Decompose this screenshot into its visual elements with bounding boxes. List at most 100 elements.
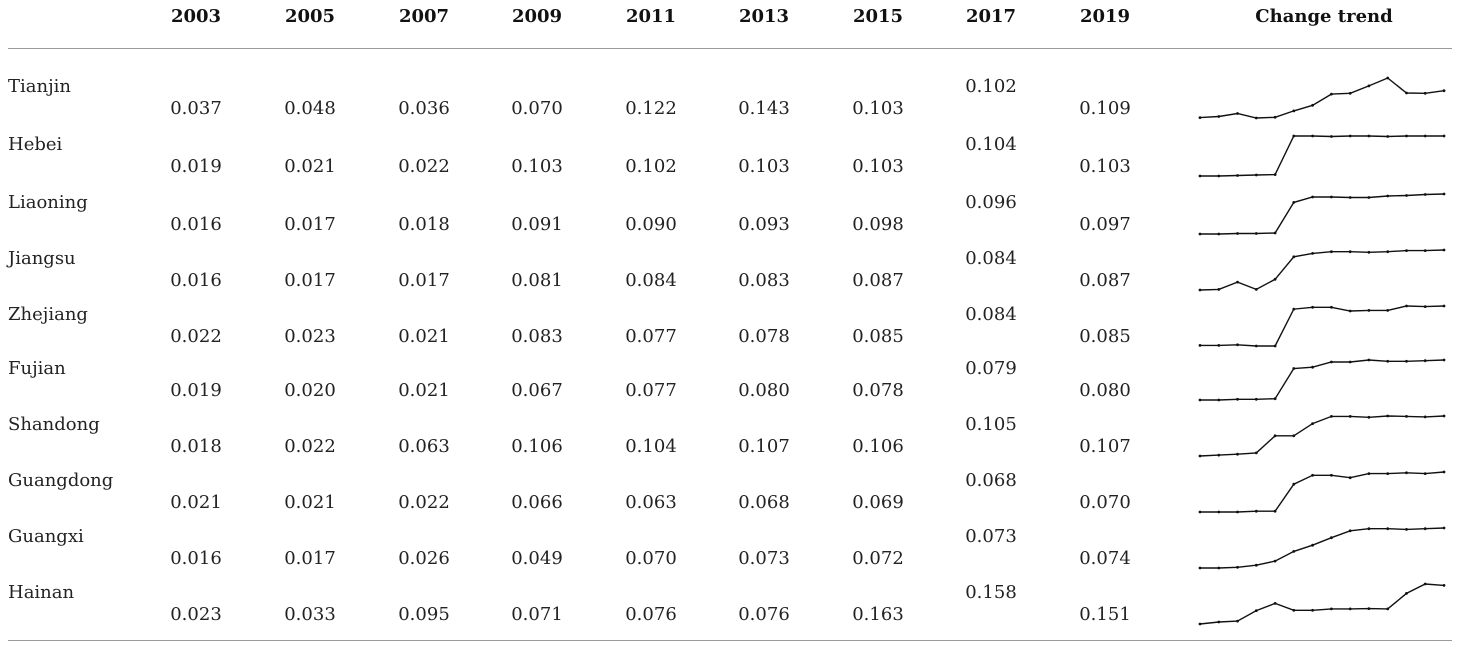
trend-point: [1330, 473, 1333, 477]
header-divider: [8, 48, 1452, 49]
column-header-2015: 2015: [852, 6, 904, 27]
value-cell-2015: 0.163: [852, 604, 904, 625]
trend-point: [1311, 195, 1314, 199]
trend-point: [1292, 201, 1296, 204]
trend-point: [1311, 252, 1314, 255]
value-cell-2005: 0.017: [284, 214, 336, 235]
value-cell-2013: 0.103: [738, 156, 790, 177]
region-name: Shandong: [8, 414, 100, 435]
trend-sparkline: [1198, 304, 1446, 348]
trend-sparkline: [1198, 192, 1446, 236]
value-cell-2007: 0.017: [398, 270, 450, 291]
trend-point: [1367, 196, 1371, 199]
trend-line: [1199, 583, 1445, 625]
value-cell-2013: 0.068: [738, 492, 790, 513]
table-row: Guangxi 0.016 0.017 0.026 0.049 0.070 0.073 0.0…: [0, 518, 1460, 574]
trend-point: [1254, 563, 1258, 567]
trend-point: [1367, 134, 1371, 138]
trend-point: [1254, 451, 1258, 455]
trend-point: [1254, 288, 1258, 291]
value-cell-2005: 0.017: [284, 548, 336, 569]
value-cell-2003: 0.016: [170, 214, 222, 235]
value-cell-2005: 0.021: [284, 156, 336, 177]
trend-point: [1198, 344, 1202, 347]
trend-point: [1442, 414, 1446, 418]
value-cell-2019: 0.085: [1079, 326, 1131, 347]
trend-point: [1405, 415, 1408, 418]
trend-sparkline: [1198, 526, 1446, 570]
value-cell-2015: 0.098: [852, 214, 904, 235]
value-cell-2017: 0.096: [965, 192, 1017, 213]
trend-point: [1273, 602, 1277, 605]
region-name: Fujian: [8, 358, 66, 379]
trend-point: [1405, 134, 1408, 138]
trend-point: [1198, 174, 1202, 178]
trend-point: [1292, 434, 1296, 438]
value-cell-2011: 0.077: [625, 380, 677, 401]
trend-point: [1292, 608, 1296, 612]
value-cell-2005: 0.020: [284, 380, 336, 401]
trend-point: [1273, 277, 1277, 281]
value-cell-2013: 0.083: [738, 270, 790, 291]
table-row: Tianjin 0.037 0.048 0.036 0.070 0.122 0.143 0.1…: [0, 68, 1460, 124]
value-cell-2017: 0.104: [965, 134, 1017, 155]
trend-point: [1273, 115, 1277, 119]
value-cell-2017: 0.068: [965, 470, 1017, 491]
trend-point: [1348, 529, 1352, 533]
trend-point: [1386, 309, 1390, 312]
trend-point: [1367, 250, 1371, 254]
value-cell-2005: 0.022: [284, 436, 336, 457]
trend-point: [1348, 196, 1352, 199]
trend-point: [1292, 550, 1296, 553]
value-cell-2003: 0.016: [170, 548, 222, 569]
value-cell-2009: 0.083: [511, 326, 563, 347]
trend-point: [1386, 194, 1390, 198]
trend-sparkline: [1198, 414, 1446, 458]
value-cell-2009: 0.081: [511, 270, 563, 291]
trend-point: [1348, 607, 1352, 611]
value-cell-2009: 0.106: [511, 436, 563, 457]
trend-point: [1442, 192, 1446, 196]
trend-point: [1442, 248, 1446, 252]
value-cell-2003: 0.019: [170, 156, 222, 177]
value-cell-2011: 0.090: [625, 214, 677, 235]
trend-point: [1367, 415, 1371, 419]
trend-point: [1311, 422, 1314, 425]
trend-point: [1273, 559, 1277, 563]
trend-point: [1273, 231, 1277, 235]
trend-point: [1405, 471, 1408, 475]
trend-point: [1348, 134, 1352, 138]
trend-point: [1330, 536, 1333, 540]
value-cell-2007: 0.036: [398, 98, 450, 119]
value-cell-2015: 0.069: [852, 492, 904, 513]
trend-point: [1217, 398, 1221, 402]
trend-point: [1254, 344, 1258, 348]
value-cell-2005: 0.021: [284, 492, 336, 513]
value-cell-2009: 0.067: [511, 380, 563, 401]
value-cell-2019: 0.103: [1079, 156, 1131, 177]
value-cell-2013: 0.073: [738, 548, 790, 569]
trend-point: [1442, 304, 1446, 308]
trend-point: [1423, 527, 1427, 531]
trend-point: [1330, 415, 1333, 418]
trend-point: [1423, 582, 1427, 586]
trend-point: [1236, 343, 1239, 347]
trend-point: [1330, 305, 1333, 309]
trend-point: [1198, 622, 1202, 626]
value-cell-2007: 0.095: [398, 604, 450, 625]
region-name: Jiangsu: [8, 248, 76, 269]
trend-point: [1423, 91, 1427, 95]
trend-point: [1273, 173, 1277, 176]
value-cell-2003: 0.016: [170, 270, 222, 291]
trend-point: [1386, 359, 1390, 363]
table-row: Shandong 0.018 0.022 0.063 0.106 0.104 0.107 0.…: [0, 406, 1460, 462]
trend-point: [1198, 116, 1202, 119]
value-cell-2013: 0.078: [738, 326, 790, 347]
value-cell-2019: 0.151: [1079, 604, 1131, 625]
trend-point: [1311, 365, 1314, 369]
trend-point: [1292, 367, 1296, 370]
region-name: Liaoning: [8, 192, 88, 213]
trend-point: [1330, 607, 1333, 611]
trend-point: [1330, 92, 1333, 96]
column-header-2003: 2003: [170, 6, 222, 27]
